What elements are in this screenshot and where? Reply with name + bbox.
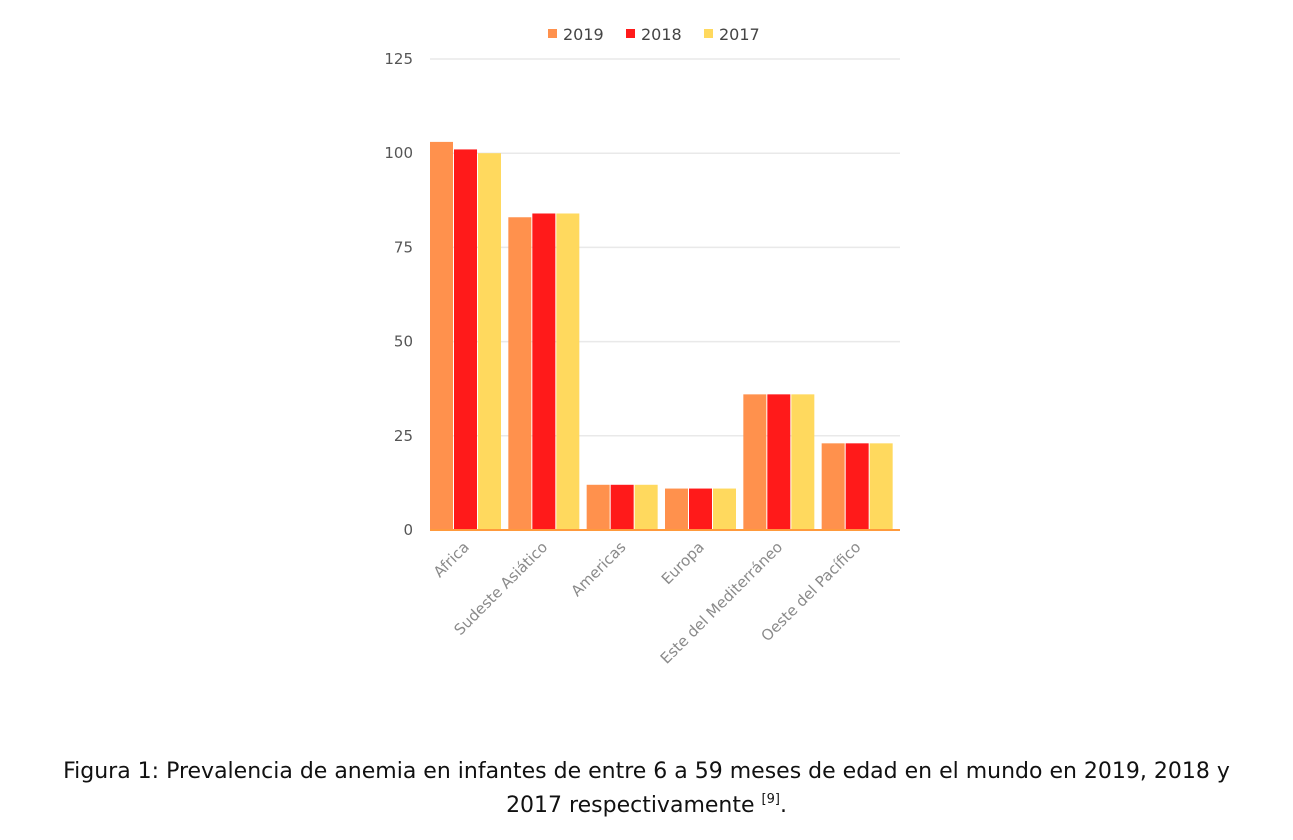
legend: 2019 2018 2017 xyxy=(548,25,760,44)
bar-2018-5 xyxy=(845,443,869,530)
legend-swatch-2018 xyxy=(626,29,635,38)
bar-2017-5 xyxy=(869,443,893,530)
y-tick-label: 100 xyxy=(384,144,413,162)
x-tick-label: Europa xyxy=(658,538,708,588)
x-tick-label: Americas xyxy=(567,538,629,600)
caption-reference: [9] xyxy=(761,792,780,807)
caption-line-1: Figura 1: Prevalencia de anemia en infan… xyxy=(63,759,1230,784)
y-tick-label: 75 xyxy=(394,238,413,256)
bar-2019-5 xyxy=(821,443,845,530)
legend-swatch-2017 xyxy=(704,29,713,38)
bar-2019-3 xyxy=(665,488,688,530)
figure-caption: Figura 1: Prevalencia de anemia en infan… xyxy=(0,755,1293,823)
bar-2018-3 xyxy=(689,488,712,530)
bar-2017-3 xyxy=(713,488,736,530)
y-tick-label: 0 xyxy=(403,521,413,539)
y-axis: 0 25 50 75 100 125 xyxy=(384,50,413,539)
bar-2018-4 xyxy=(767,394,791,530)
bar-2018-2 xyxy=(610,484,634,530)
caption-line-2: 2017 respectivamente [9]. xyxy=(0,789,1293,823)
y-tick-label: 125 xyxy=(384,50,413,68)
bar-2019-0 xyxy=(430,141,453,530)
y-tick-label: 50 xyxy=(394,333,413,351)
bar-2019-4 xyxy=(743,394,767,530)
bar-2017-2 xyxy=(634,484,658,530)
caption-line-2-text: 2017 respectivamente xyxy=(506,793,755,818)
bar-2019-1 xyxy=(508,217,532,531)
y-tick-label: 25 xyxy=(394,427,413,445)
bar-2018-1 xyxy=(532,213,556,530)
bars xyxy=(430,141,893,531)
x-tick-label: Africa xyxy=(430,538,473,581)
legend-label-2019: 2019 xyxy=(563,25,604,44)
bar-2017-0 xyxy=(478,153,501,530)
bar-2017-1 xyxy=(556,213,580,530)
legend-label-2017: 2017 xyxy=(719,25,760,44)
caption-end: . xyxy=(779,793,787,818)
bar-2019-2 xyxy=(586,484,610,530)
legend-swatch-2019 xyxy=(548,29,557,38)
legend-label-2018: 2018 xyxy=(641,25,682,44)
chart-figure: 2019 2018 2017 0 25 50 75 100 125 Africa Sudeste… xyxy=(384,25,900,668)
bar-2017-4 xyxy=(791,394,815,530)
bar-2018-0 xyxy=(454,149,477,530)
